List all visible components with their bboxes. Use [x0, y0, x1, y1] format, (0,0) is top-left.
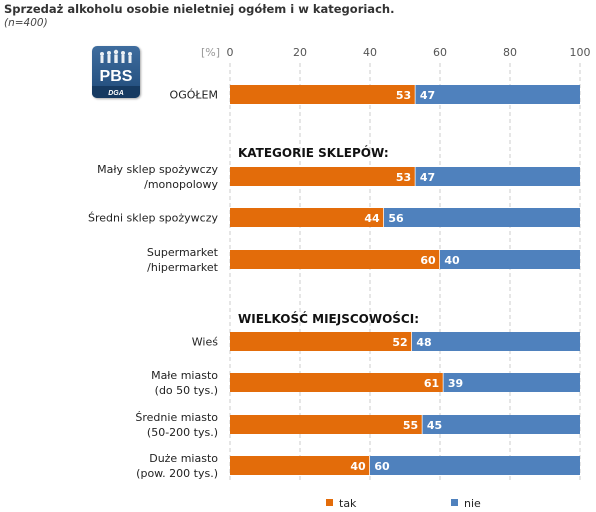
data-label-nie: 48 [416, 336, 431, 349]
x-tick-label: 0 [227, 46, 234, 59]
category-label: (pow. 200 tys.) [136, 467, 218, 480]
data-label-nie: 56 [388, 212, 404, 225]
data-label-tak: 53 [396, 89, 411, 102]
bars: 53 47 53 47 44 56 60 40 52 48 61 39 55 45 40 60 [230, 85, 580, 475]
section-header-shops: KATEGORIE SKLEPÓW: [238, 145, 389, 160]
bar-segment-nie [440, 250, 580, 269]
bar-segment-nie [415, 167, 580, 186]
category-label: Mały sklep spożywczy [97, 163, 218, 176]
legend-label-nie: nie [464, 497, 481, 510]
people-icon [100, 49, 132, 63]
data-label-tak: 40 [350, 460, 366, 473]
data-label-nie: 47 [420, 171, 435, 184]
chart-subtitle: (n=400) [4, 17, 48, 29]
category-label: Wieś [192, 336, 218, 349]
bar-segment-tak [230, 456, 370, 475]
data-label-nie: 45 [427, 419, 442, 432]
bar-segment-tak [230, 415, 423, 434]
bar-segment-nie [422, 415, 580, 434]
pbs-logo-graphic: PBS DGA [92, 49, 140, 98]
x-tick-label: 100 [570, 46, 591, 59]
bar-segment-tak [230, 373, 444, 392]
category-label: (do 50 tys.) [155, 384, 218, 397]
chart-title: Sprzedaż alkoholu osobie nieletniej ogół… [4, 2, 395, 16]
section-header-town-size: WIELKOŚĆ MIEJSCOWOŚCI: [238, 311, 419, 326]
category-label: OGÓŁEM [170, 89, 218, 102]
logo-text: PBS [100, 68, 133, 85]
x-tick-label: 40 [363, 46, 377, 59]
data-label-nie: 40 [444, 254, 460, 267]
category-label: Małe miasto [151, 369, 218, 382]
category-labels: OGÓŁEM Mały sklep spożywczy/monopolowy Śre… [88, 89, 219, 481]
category-label: /hipermarket [147, 261, 219, 274]
bar-segment-nie [443, 373, 580, 392]
legend-swatch-nie [451, 499, 458, 506]
bar-segment-tak [230, 332, 412, 351]
bar-segment-tak [230, 85, 416, 104]
bar-segment-tak [230, 208, 384, 227]
category-label: Średnie miasto [135, 411, 218, 424]
legend: tak nie [326, 497, 481, 510]
category-label: Duże miasto [149, 452, 218, 465]
data-label-tak: 53 [396, 171, 411, 184]
category-label: Supermarket [147, 246, 219, 259]
data-label-tak: 52 [392, 336, 407, 349]
bar-segment-nie [415, 85, 580, 104]
data-label-tak: 61 [424, 377, 439, 390]
data-label-tak: 60 [420, 254, 436, 267]
data-label-nie: 39 [448, 377, 463, 390]
bar-segment-tak [230, 167, 416, 186]
bar-segment-nie [370, 456, 580, 475]
category-label: (50-200 tys.) [147, 426, 218, 439]
x-axis-ticks: 0 20 40 60 80 100 [227, 46, 591, 59]
category-label: /monopolowy [144, 178, 218, 191]
data-label-nie: 47 [420, 89, 435, 102]
data-label-tak: 44 [364, 212, 380, 225]
legend-label-tak: tak [339, 497, 357, 510]
pbs-logo: PBS DGA [92, 46, 140, 98]
data-label-nie: 60 [374, 460, 390, 473]
legend-swatch-tak [326, 499, 333, 506]
unit-label: [%] [201, 46, 220, 59]
bar-segment-tak [230, 250, 440, 269]
category-label: Średni sklep spożywczy [88, 212, 218, 225]
x-tick-label: 60 [433, 46, 447, 59]
logo-subtext: DGA [108, 90, 124, 97]
data-label-tak: 55 [403, 419, 418, 432]
bar-segment-nie [412, 332, 580, 351]
x-tick-label: 20 [293, 46, 307, 59]
x-tick-label: 80 [503, 46, 517, 59]
bar-segment-nie [384, 208, 580, 227]
